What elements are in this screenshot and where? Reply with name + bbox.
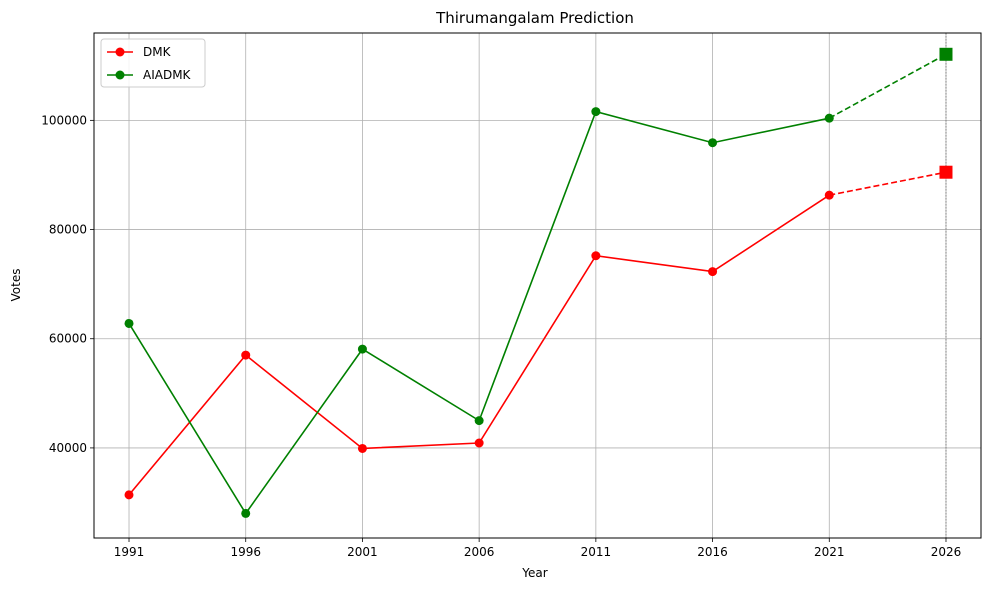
chart-title: Thirumangalam Prediction	[435, 9, 634, 27]
x-tick-label: 2021	[814, 545, 845, 559]
y-tick-label: 80000	[49, 223, 87, 237]
dmk-prediction-line	[829, 171, 947, 196]
dmk-point	[708, 267, 718, 277]
x-tick-label: 2011	[581, 545, 612, 559]
legend-aiadmk-label: AIADMK	[143, 68, 192, 82]
aiadmk-point	[357, 344, 367, 354]
aiadmk-point	[124, 318, 134, 328]
aiadmk-prediction-line	[828, 53, 947, 119]
dmk-point	[474, 438, 484, 448]
aiadmk-point	[824, 113, 834, 123]
series-layer	[124, 47, 953, 518]
aiadmk-point	[708, 138, 718, 148]
dmk-point	[124, 490, 134, 500]
dmk-point	[357, 443, 367, 453]
x-tick-label: 2016	[697, 545, 728, 559]
x-tick-label: 1991	[114, 545, 145, 559]
aiadmk-point	[241, 508, 251, 518]
grid-lines	[94, 33, 981, 538]
aiadmk-prediction-marker	[939, 47, 953, 61]
x-tick-label: 2026	[931, 545, 962, 559]
x-tick-label: 2001	[347, 545, 378, 559]
y-tick-label: 100000	[41, 113, 87, 127]
y-axis-label: Votes	[9, 269, 23, 302]
x-tick-label: 2006	[464, 545, 495, 559]
aiadmk-point	[591, 107, 601, 117]
x-tick-label: 1996	[230, 545, 261, 559]
legend: DMK AIADMK	[100, 38, 206, 88]
x-axis-ticks: 1991 1996 2001 2006 2011 2016 2021 2026	[114, 538, 962, 559]
y-tick-label: 60000	[49, 332, 87, 346]
dmk-point	[591, 251, 601, 261]
legend-aiadmk-marker	[115, 70, 125, 80]
legend-dmk-marker	[115, 47, 125, 57]
x-axis-label: Year	[521, 566, 547, 580]
dmk-point	[824, 190, 834, 200]
legend-dmk-label: DMK	[143, 45, 172, 59]
y-axis-ticks: 40000 60000 80000 100000	[41, 113, 94, 455]
dmk-point	[241, 350, 251, 360]
y-tick-label: 40000	[49, 441, 87, 455]
dmk-prediction-marker	[939, 165, 953, 179]
plot-frame	[93, 32, 982, 539]
aiadmk-point	[474, 416, 484, 426]
